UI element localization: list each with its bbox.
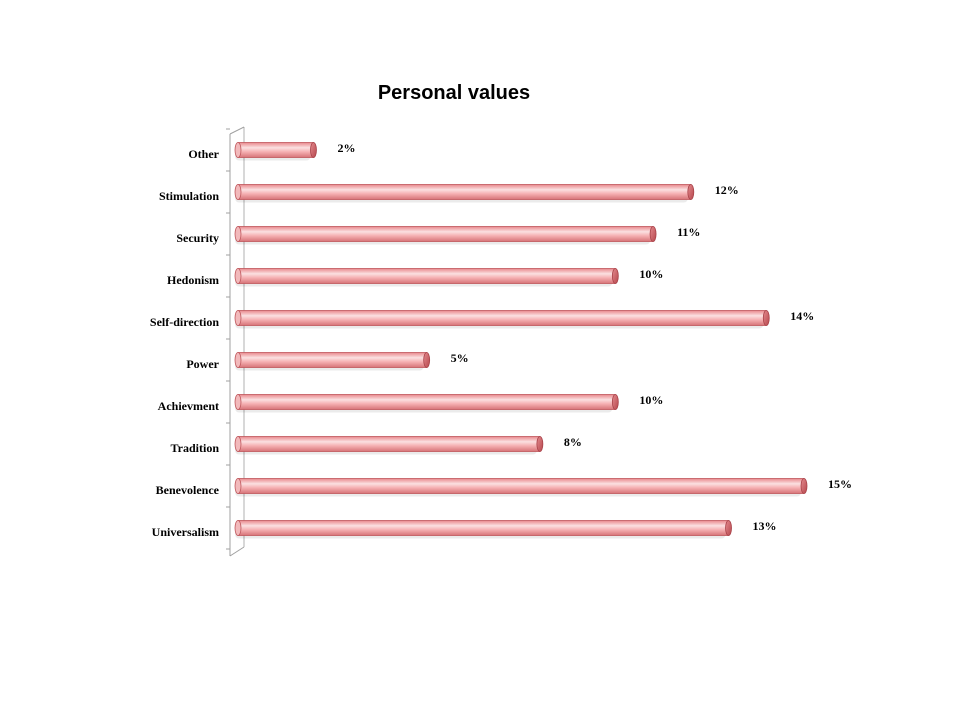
bar-body [237,478,805,494]
bar-start-cap [234,394,242,410]
value-label-power: 5% [451,351,469,365]
category-label-security: Security [176,231,219,245]
value-labels: 2% 12% 11% 10% 14% 5% 10% 8% 15% 13% [337,141,852,533]
bar-end-cap [310,142,317,158]
bar-security [234,226,657,245]
bar-achievment [234,394,619,413]
axis-top-edge [229,126,245,135]
category-label-other: Other [188,147,219,161]
bar-start-cap [234,184,242,200]
value-label-security: 11% [677,225,700,239]
category-label-self-direction: Self-direction [150,315,219,329]
bar-end-cap [611,268,619,284]
value-label-benevolence: 15% [828,477,852,491]
bar-end-cap [800,478,808,494]
bar-start-cap [234,268,242,284]
bar-start-cap [234,520,242,536]
category-label-stimulation: Stimulation [159,189,219,203]
bar-body [237,310,767,326]
category-label-benevolence: Benevolence [156,483,220,497]
axis-ticks [226,128,230,550]
axis-bottom-edge [229,546,245,557]
bar-body [237,142,314,158]
bar-end-cap [611,394,619,410]
bar-body [237,268,616,284]
category-label-universalism: Universalism [152,525,219,539]
category-label-achievment: Achievment [158,399,219,413]
bars [234,142,808,539]
bar-start-cap [234,226,242,242]
value-label-achievment: 10% [639,393,663,407]
bar-end-cap [725,520,732,536]
value-label-hedonism: 10% [639,267,663,281]
bar-body [237,520,729,536]
bar-body [237,436,541,452]
bar-tradition [234,436,544,455]
bar-start-cap [234,310,242,326]
value-label-other: 2% [337,141,355,155]
bar-benevolence [234,478,808,497]
value-label-self-direction: 14% [790,309,814,323]
bar-power [234,352,431,371]
bar-other [234,142,317,161]
category-label-hedonism: Hedonism [167,273,219,287]
value-label-tradition: 8% [564,435,582,449]
category-label-tradition: Tradition [171,441,220,455]
bar-start-cap [234,142,242,158]
category-labels: Other Stimulation Security Hedonism Self-dir… [150,147,220,539]
bar-self-direction [234,310,770,329]
bar-end-cap [762,310,770,326]
chart-title: Personal values [378,82,530,104]
value-label-stimulation: 12% [715,183,739,197]
bar-stimulation [234,184,695,203]
bar-hedonism [234,268,619,287]
category-label-power: Power [186,357,219,371]
bar-universalism [234,520,732,539]
bar-body [237,352,428,368]
bar-end-cap [423,352,431,368]
bar-end-cap [649,226,657,242]
bar-start-cap [234,478,242,494]
value-label-universalism: 13% [753,519,777,533]
bar-body [237,184,692,200]
bar-end-cap [687,184,695,200]
bar-start-cap [234,436,242,452]
bar-start-cap [234,352,242,368]
bar-end-cap [536,436,544,452]
bar-body [237,394,616,410]
bar-body [237,226,654,242]
